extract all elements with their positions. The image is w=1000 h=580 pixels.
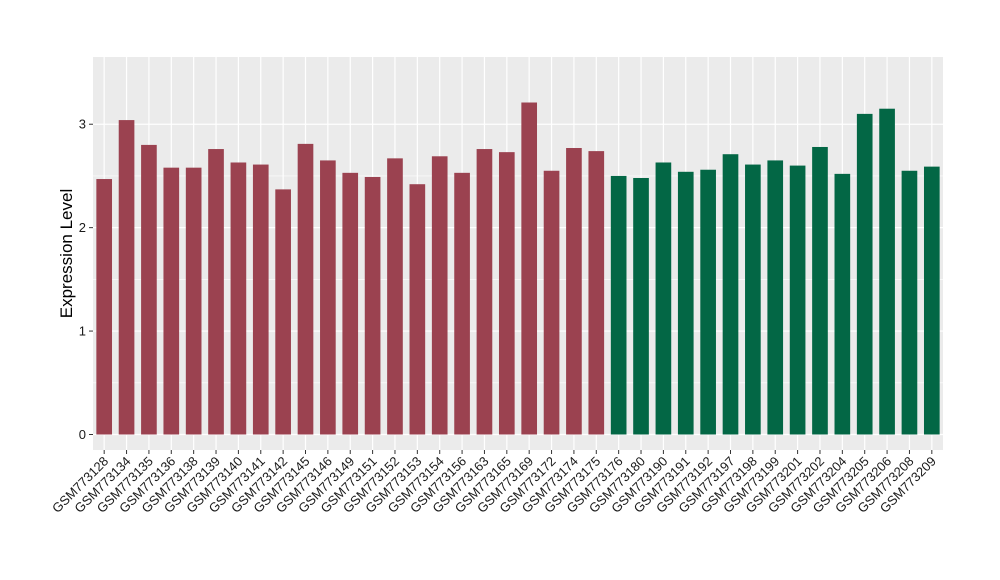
bar-GSM773206 (879, 108, 895, 435)
bar-GSM773199 (767, 160, 784, 435)
bar-GSM773163 (476, 149, 493, 435)
bar-GSM773208 (901, 170, 918, 435)
bar-GSM773201 (789, 165, 806, 435)
y-axis-title: Expression Level (57, 189, 76, 318)
bar-GSM773165 (498, 152, 515, 435)
bar-GSM773152 (387, 158, 403, 435)
x-axis: GSM773128GSM773134GSM773135GSM773136GSM7… (49, 450, 939, 516)
y-tick-label: 0 (79, 427, 86, 442)
bar-GSM773149 (342, 172, 359, 435)
bar-GSM773145 (297, 143, 314, 435)
bar-GSM773197 (722, 154, 739, 435)
bar-GSM773191 (677, 171, 694, 435)
bar-GSM773205 (856, 113, 873, 435)
bar-GSM773140 (230, 162, 247, 435)
bar-GSM773153 (409, 184, 426, 435)
bar-GSM773151 (364, 176, 381, 435)
y-axis: 0 1 2 3 (79, 117, 93, 442)
bar-GSM773138 (185, 167, 202, 435)
bar-GSM773141 (252, 164, 269, 435)
bar-GSM773174 (566, 148, 582, 435)
bar-GSM773209 (923, 166, 940, 435)
bar-GSM773176 (610, 175, 627, 435)
bar-GSM773204 (834, 173, 851, 435)
y-tick-label: 3 (79, 117, 86, 132)
bar-GSM773202 (812, 146, 828, 435)
bar-GSM773190 (655, 162, 672, 435)
bar-GSM773146 (320, 160, 336, 435)
y-tick-label: 2 (79, 220, 86, 235)
bar-GSM773154 (431, 156, 448, 435)
bar-GSM773142 (275, 189, 291, 435)
bar-GSM773128 (96, 179, 113, 435)
bar-GSM773156 (454, 172, 470, 435)
bar-GSM773172 (543, 170, 560, 435)
bar-GSM773135 (141, 144, 157, 435)
bar-GSM773175 (588, 151, 605, 435)
y-tick-label: 1 (79, 324, 86, 339)
bar-GSM773192 (700, 169, 716, 435)
bar-GSM773169 (521, 102, 538, 435)
bar-GSM773180 (633, 178, 649, 435)
bar-GSM773198 (745, 164, 761, 435)
bars (96, 102, 940, 435)
bar-GSM773136 (163, 167, 180, 435)
bar-GSM773139 (208, 149, 224, 435)
bar-GSM773134 (118, 120, 135, 435)
